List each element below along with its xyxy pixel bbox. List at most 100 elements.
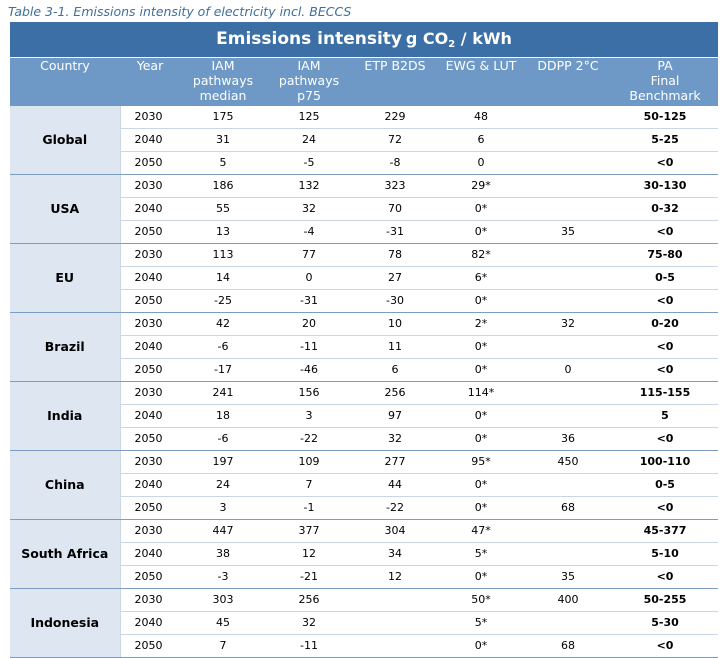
cell-year: 2040: [120, 266, 180, 290]
cell-etp: 70: [352, 197, 438, 221]
cell-etp: 229: [352, 105, 438, 129]
cell-iam-median: 31: [180, 128, 266, 152]
cell-pa: <0: [612, 565, 718, 589]
cell-year: 2040: [120, 335, 180, 359]
table-row: Indonesia 2030 303 256 50* 400 50-255: [10, 588, 718, 658]
cell-ddpp: [524, 266, 612, 290]
cell-etp: [352, 634, 438, 658]
header-pa-line: PA: [657, 58, 673, 73]
cell-iam-p75: -21: [266, 565, 352, 589]
cell-iam-median: -3: [180, 565, 266, 589]
cell-iam-median: 175: [180, 105, 266, 129]
cell-iam-median: 197: [180, 450, 266, 474]
cell-pa: <0: [612, 427, 718, 451]
cell-ddpp: [524, 404, 612, 428]
cell-pa: 50-125: [612, 105, 718, 129]
cell-iam-p75: 12: [266, 542, 352, 566]
cell-ddpp: [524, 105, 612, 129]
header-iam-median-line: IAM: [211, 58, 235, 73]
cell-ewg: 0*: [438, 634, 524, 658]
cell-iam-median: 5: [180, 151, 266, 175]
table-row: China 2030 197 109 277 95* 450 100-110: [10, 450, 718, 520]
cell-pa: 30-130: [612, 174, 718, 198]
cell-year: 2040: [120, 404, 180, 428]
cell-year: 2040: [120, 128, 180, 152]
cell-etp: 10: [352, 312, 438, 336]
cell-etp: 323: [352, 174, 438, 198]
cell-ewg: 95*: [438, 450, 524, 474]
title-unit-sub: 2: [448, 39, 456, 50]
cell-pa: 5: [612, 404, 718, 428]
cell-iam-median: -6: [180, 427, 266, 451]
cell-ewg: 6: [438, 128, 524, 152]
cell-ewg: 50*: [438, 588, 524, 612]
cell-etp: -22: [352, 496, 438, 520]
table-row: 2050 -6 -22 32 0* 36 <0: [10, 427, 718, 451]
cell-etp: 97: [352, 404, 438, 428]
header-etp-b2ds: ETP B2DS: [352, 57, 438, 106]
cell-iam-p75: -22: [266, 427, 352, 451]
cell-iam-p75: 24: [266, 128, 352, 152]
cell-etp: -31: [352, 220, 438, 244]
cell-iam-median: 55: [180, 197, 266, 221]
cell-etp: [352, 588, 438, 612]
cell-iam-median: 113: [180, 243, 266, 267]
cell-year: 2050: [120, 496, 180, 520]
header-pa-line: Final: [650, 73, 680, 88]
cell-year: 2050: [120, 220, 180, 244]
cell-ddpp: [524, 381, 612, 405]
table-row: 2050 5 -5 -8 0 <0: [10, 151, 718, 175]
cell-ewg: 0*: [438, 496, 524, 520]
cell-iam-p75: 109: [266, 450, 352, 474]
country-cell: Brazil: [10, 312, 121, 382]
cell-year: 2050: [120, 634, 180, 658]
country-cell: China: [10, 450, 121, 520]
cell-ewg: 0*: [438, 289, 524, 313]
cell-etp: 32: [352, 427, 438, 451]
table-body: Global 2030 175 125 229 48 50-125 2040 31 24 72 6 5-…: [10, 105, 718, 658]
cell-etp: 11: [352, 335, 438, 359]
cell-pa: <0: [612, 289, 718, 313]
cell-iam-p75: 156: [266, 381, 352, 405]
cell-ddpp: [524, 174, 612, 198]
table-row: 2040 31 24 72 6 5-25: [10, 128, 718, 152]
cell-ddpp: [524, 289, 612, 313]
cell-ewg: 5*: [438, 611, 524, 635]
cell-pa: 5-30: [612, 611, 718, 635]
cell-year: 2050: [120, 289, 180, 313]
cell-year: 2030: [120, 381, 180, 405]
header-iam-p75: IAM pathways p75: [266, 57, 352, 106]
cell-year: 2030: [120, 243, 180, 267]
cell-ddpp: [524, 611, 612, 635]
cell-year: 2030: [120, 174, 180, 198]
table-row: 2050 13 -4 -31 0* 35 <0: [10, 220, 718, 244]
cell-ddpp: [524, 151, 612, 175]
cell-ddpp: 36: [524, 427, 612, 451]
header-iam-median-line: pathways: [192, 73, 254, 88]
header-pa-line: Benchmark: [629, 88, 701, 103]
title-bold: Emissions intensity: [216, 29, 403, 49]
header-iam-median: IAM pathways median: [180, 57, 266, 106]
title-unit: g CO2 / kWh: [406, 29, 512, 50]
table-row: 2050 -3 -21 12 0* 35 <0: [10, 565, 718, 589]
cell-etp: 304: [352, 519, 438, 543]
cell-ewg: 48: [438, 105, 524, 129]
cell-iam-p75: -5: [266, 151, 352, 175]
cell-year: 2030: [120, 588, 180, 612]
header-pa-benchmark: PA Final Benchmark: [612, 57, 718, 106]
cell-ddpp: [524, 197, 612, 221]
cell-year: 2030: [120, 105, 180, 129]
cell-ewg: 0: [438, 151, 524, 175]
table-row: 2050 3 -1 -22 0* 68 <0: [10, 496, 718, 520]
cell-ddpp: 35: [524, 565, 612, 589]
cell-iam-p75: -1: [266, 496, 352, 520]
cell-pa: 0-20: [612, 312, 718, 336]
cell-ewg: 29*: [438, 174, 524, 198]
country-cell: South Africa: [10, 519, 121, 589]
cell-year: 2050: [120, 565, 180, 589]
cell-ddpp: [524, 335, 612, 359]
cell-iam-p75: 0: [266, 266, 352, 290]
cell-ddpp: [524, 519, 612, 543]
country-cell: Global: [10, 105, 121, 175]
cell-ddpp: 68: [524, 634, 612, 658]
